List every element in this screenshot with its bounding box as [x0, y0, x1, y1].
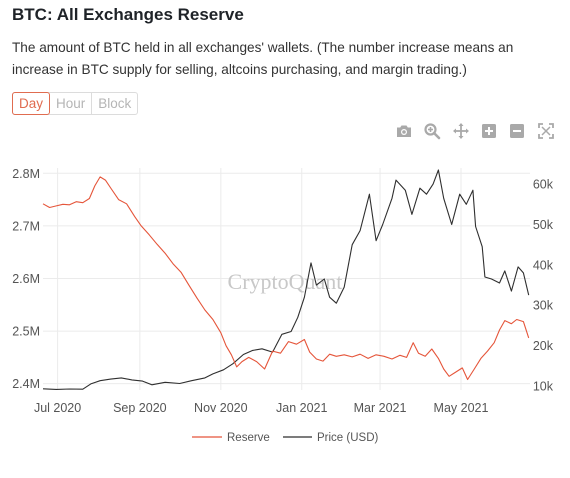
resolution-selector: Day Hour Block — [12, 92, 139, 115]
series-line-price[interactable] — [42, 169, 530, 390]
left-tick-label: 2.6M — [12, 272, 40, 286]
left-tick-label: 2.7M — [12, 219, 40, 233]
reserve-price-chart: CryptoQuant 2.4M 2.5M 2.6M 2.7M 2.8M 10k 20k 3… — [12, 167, 554, 444]
autoscale-icon[interactable] — [537, 122, 555, 140]
x-tick-label: Sep 2020 — [113, 401, 167, 415]
right-axis: 10k 20k 30k 40k 50k 60k — [533, 178, 554, 394]
series-line-reserve[interactable] — [42, 176, 530, 381]
right-tick-label: 20k — [533, 339, 554, 353]
legend: Reserve Price (USD) — [192, 432, 379, 444]
range-button-block[interactable]: Block — [98, 96, 132, 111]
page-description: The amount of BTC held in all exchanges'… — [12, 40, 514, 77]
zoom-icon[interactable] — [423, 122, 441, 140]
x-tick-label: Jan 2021 — [276, 401, 327, 415]
series-layer — [42, 169, 530, 390]
legend-label-reserve[interactable]: Reserve — [227, 432, 270, 444]
x-tick-label: Nov 2020 — [194, 401, 248, 415]
watermark-text: CryptoQuant — [228, 269, 343, 294]
left-tick-label: 2.4M — [12, 377, 40, 391]
legend-label-price[interactable]: Price (USD) — [317, 432, 379, 444]
right-tick-label: 40k — [533, 258, 554, 272]
x-tick-label: Jul 2020 — [34, 401, 81, 415]
x-axis: Jul 2020 Sep 2020 Nov 2020 Jan 2021 Mar 2021… — [34, 401, 489, 415]
right-tick-label: 50k — [533, 218, 554, 232]
page-title: BTC: All Exchanges Reserve — [12, 5, 244, 24]
zoom-out-icon[interactable] — [508, 122, 526, 140]
right-tick-label: 60k — [533, 178, 554, 192]
left-tick-label: 2.5M — [12, 325, 40, 339]
chart-grid — [43, 168, 530, 390]
pan-icon[interactable] — [452, 122, 470, 140]
zoom-in-icon[interactable] — [480, 122, 498, 140]
camera-icon[interactable] — [395, 122, 413, 140]
range-button-hour[interactable]: Hour — [50, 93, 93, 114]
left-axis: 2.4M 2.5M 2.6M 2.7M 2.8M — [12, 167, 40, 391]
x-tick-label: Mar 2021 — [354, 401, 407, 415]
right-tick-label: 30k — [533, 299, 554, 313]
right-tick-label: 10k — [533, 379, 554, 393]
x-tick-label: May 2021 — [434, 401, 489, 415]
chart-toolbar — [395, 122, 557, 140]
range-button-day[interactable]: Day — [12, 92, 51, 115]
left-tick-label: 2.8M — [12, 167, 40, 181]
